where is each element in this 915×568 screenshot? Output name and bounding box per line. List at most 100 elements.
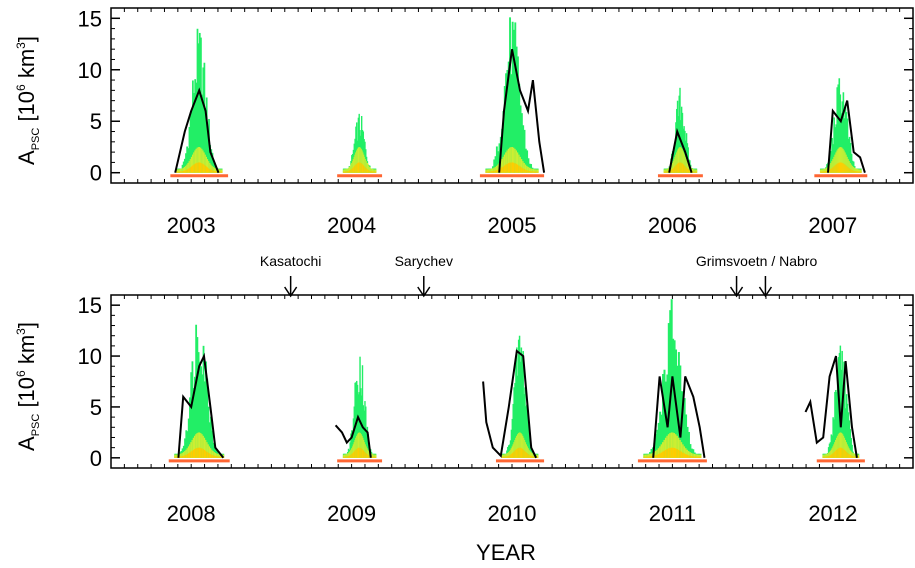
mid-bar xyxy=(189,444,191,458)
envelope-bar xyxy=(519,105,522,173)
envelope-bar xyxy=(513,29,515,173)
low-bar xyxy=(846,452,849,458)
low-bar xyxy=(177,171,179,173)
mid-bar xyxy=(520,159,523,173)
mid-bar xyxy=(822,169,824,173)
low-bar xyxy=(693,171,695,173)
mid-bar xyxy=(860,169,862,173)
envelope-bar xyxy=(850,438,852,458)
low-bar xyxy=(687,168,689,173)
mid-bar xyxy=(210,448,212,458)
mid-bar xyxy=(830,162,832,173)
mid-bar xyxy=(373,169,375,173)
low-bar xyxy=(699,456,702,458)
envelope-bar xyxy=(526,404,528,458)
mid-bar xyxy=(350,164,352,173)
low-bar xyxy=(848,454,851,458)
envelope-bar xyxy=(836,378,839,458)
mid-bar xyxy=(342,454,345,458)
low-bar xyxy=(657,454,660,458)
low-bar xyxy=(208,168,210,173)
mid-bar xyxy=(679,439,682,458)
low-bar xyxy=(664,449,667,458)
envelope-bar xyxy=(839,345,842,458)
envelope-bar xyxy=(827,447,830,458)
psc-line xyxy=(652,376,706,458)
mid-bar xyxy=(209,162,212,173)
mid-bar xyxy=(372,169,374,173)
mid-bar xyxy=(673,159,675,173)
envelope-bar xyxy=(843,118,846,173)
low-bar xyxy=(522,168,525,173)
low-bar xyxy=(530,455,533,458)
envelope-bar xyxy=(194,376,196,458)
mid-bar xyxy=(202,150,205,173)
low-bar xyxy=(843,163,846,173)
mid-bar xyxy=(190,442,193,458)
low-bar xyxy=(374,456,377,458)
low-bar xyxy=(859,171,861,173)
envelope-bar xyxy=(682,391,685,458)
low-bar xyxy=(517,447,520,458)
low-bar xyxy=(175,171,178,173)
mid-bar xyxy=(844,437,846,458)
mid-bar xyxy=(507,452,510,458)
mid-bar xyxy=(836,437,838,458)
mid-bar xyxy=(690,452,693,458)
envelope-bar xyxy=(201,374,204,458)
low-bar xyxy=(830,454,833,458)
mid-bar xyxy=(211,165,214,173)
mid-bar xyxy=(353,156,355,173)
mid-bar xyxy=(692,168,694,173)
envelope-bar xyxy=(845,394,848,458)
mid-bar xyxy=(186,448,189,458)
low-bar xyxy=(182,455,185,458)
low-bar xyxy=(356,163,358,173)
low-bar xyxy=(360,163,363,173)
low-bar xyxy=(198,447,201,458)
low-bar xyxy=(206,451,209,458)
mid-bar xyxy=(507,148,510,173)
low-bar xyxy=(195,163,198,173)
mid-bar xyxy=(849,162,852,173)
mid-bar xyxy=(698,454,701,458)
mid-bar xyxy=(510,147,513,173)
low-bar xyxy=(220,171,223,173)
low-bar xyxy=(649,456,652,458)
envelope-bar xyxy=(842,384,844,458)
envelope-bar xyxy=(204,108,207,173)
mid-bar xyxy=(527,448,530,458)
mid-bar xyxy=(374,454,376,458)
mid-bar xyxy=(693,453,696,458)
envelope-bar xyxy=(214,447,217,458)
low-bar xyxy=(825,171,827,173)
low-bar xyxy=(344,171,346,173)
low-bar xyxy=(690,456,693,458)
envelope-bar xyxy=(361,365,364,458)
low-bar xyxy=(515,449,517,458)
mid-bar xyxy=(831,448,833,458)
envelope-bar xyxy=(197,352,200,458)
envelope-bar xyxy=(669,310,672,458)
low-bar xyxy=(513,451,515,458)
mid-bar xyxy=(213,452,216,458)
mid-bar xyxy=(516,435,518,458)
mid-bar xyxy=(858,169,860,173)
envelope-bar xyxy=(494,156,497,173)
low-bar xyxy=(189,167,192,173)
mid-bar xyxy=(852,452,854,458)
low-bar xyxy=(673,447,676,458)
low-bar xyxy=(836,449,839,458)
mid-bar xyxy=(174,454,177,458)
envelope-bar xyxy=(208,422,211,458)
low-bar xyxy=(509,162,511,173)
mid-bar xyxy=(197,147,200,173)
mid-bar xyxy=(854,168,857,173)
low-bar xyxy=(532,171,535,173)
mid-bar xyxy=(359,147,361,173)
envelope-bar xyxy=(833,419,835,458)
season-2 xyxy=(479,17,546,178)
envelope-bar xyxy=(685,133,688,173)
envelope-bar xyxy=(194,79,197,173)
envelope-bar xyxy=(679,87,681,173)
